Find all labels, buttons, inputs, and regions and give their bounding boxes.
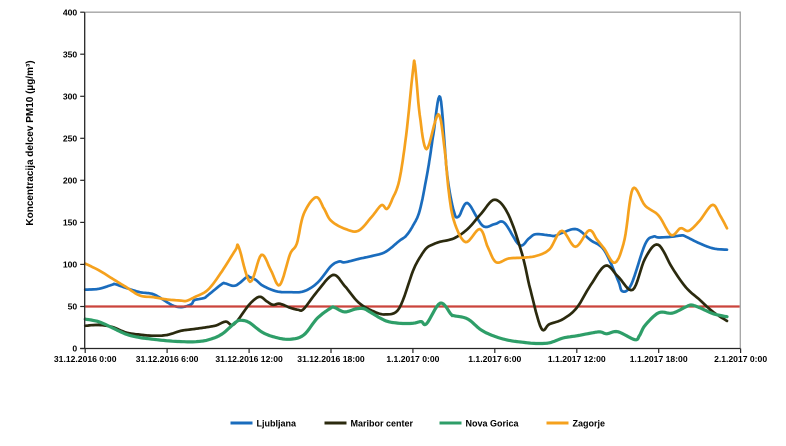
svg-text:150: 150 <box>63 218 78 228</box>
svg-text:0: 0 <box>72 344 77 354</box>
svg-text:1.1.2017 0:00: 1.1.2017 0:00 <box>386 354 439 364</box>
svg-text:Maribor center: Maribor center <box>351 419 414 429</box>
svg-text:1.1.2017 18:00: 1.1.2017 18:00 <box>630 354 688 364</box>
svg-text:2.1.2017 0:00: 2.1.2017 0:00 <box>714 354 767 364</box>
svg-text:1.1.2017 12:00: 1.1.2017 12:00 <box>548 354 606 364</box>
svg-text:31.12.2016 6:00: 31.12.2016 6:00 <box>136 354 199 364</box>
svg-text:1.1.2017 6:00: 1.1.2017 6:00 <box>468 354 521 364</box>
svg-text:Ljubljana: Ljubljana <box>257 419 297 429</box>
svg-text:31.12.2016 18:00: 31.12.2016 18:00 <box>297 354 365 364</box>
svg-text:50: 50 <box>68 302 78 312</box>
svg-text:250: 250 <box>63 134 78 144</box>
svg-text:Koncentracija delcev PM10 (µg/: Koncentracija delcev PM10 (µg/m³) <box>25 60 36 225</box>
svg-text:31.12.2016 0:00: 31.12.2016 0:00 <box>54 354 117 364</box>
svg-text:31.12.2016 12:00: 31.12.2016 12:00 <box>215 354 283 364</box>
svg-text:400: 400 <box>63 7 78 17</box>
svg-text:300: 300 <box>63 92 78 102</box>
svg-text:200: 200 <box>63 176 78 186</box>
svg-text:Zagorje: Zagorje <box>573 419 606 429</box>
svg-text:350: 350 <box>63 49 78 59</box>
svg-text:100: 100 <box>63 260 78 270</box>
svg-text:Nova Gorica: Nova Gorica <box>466 419 520 429</box>
